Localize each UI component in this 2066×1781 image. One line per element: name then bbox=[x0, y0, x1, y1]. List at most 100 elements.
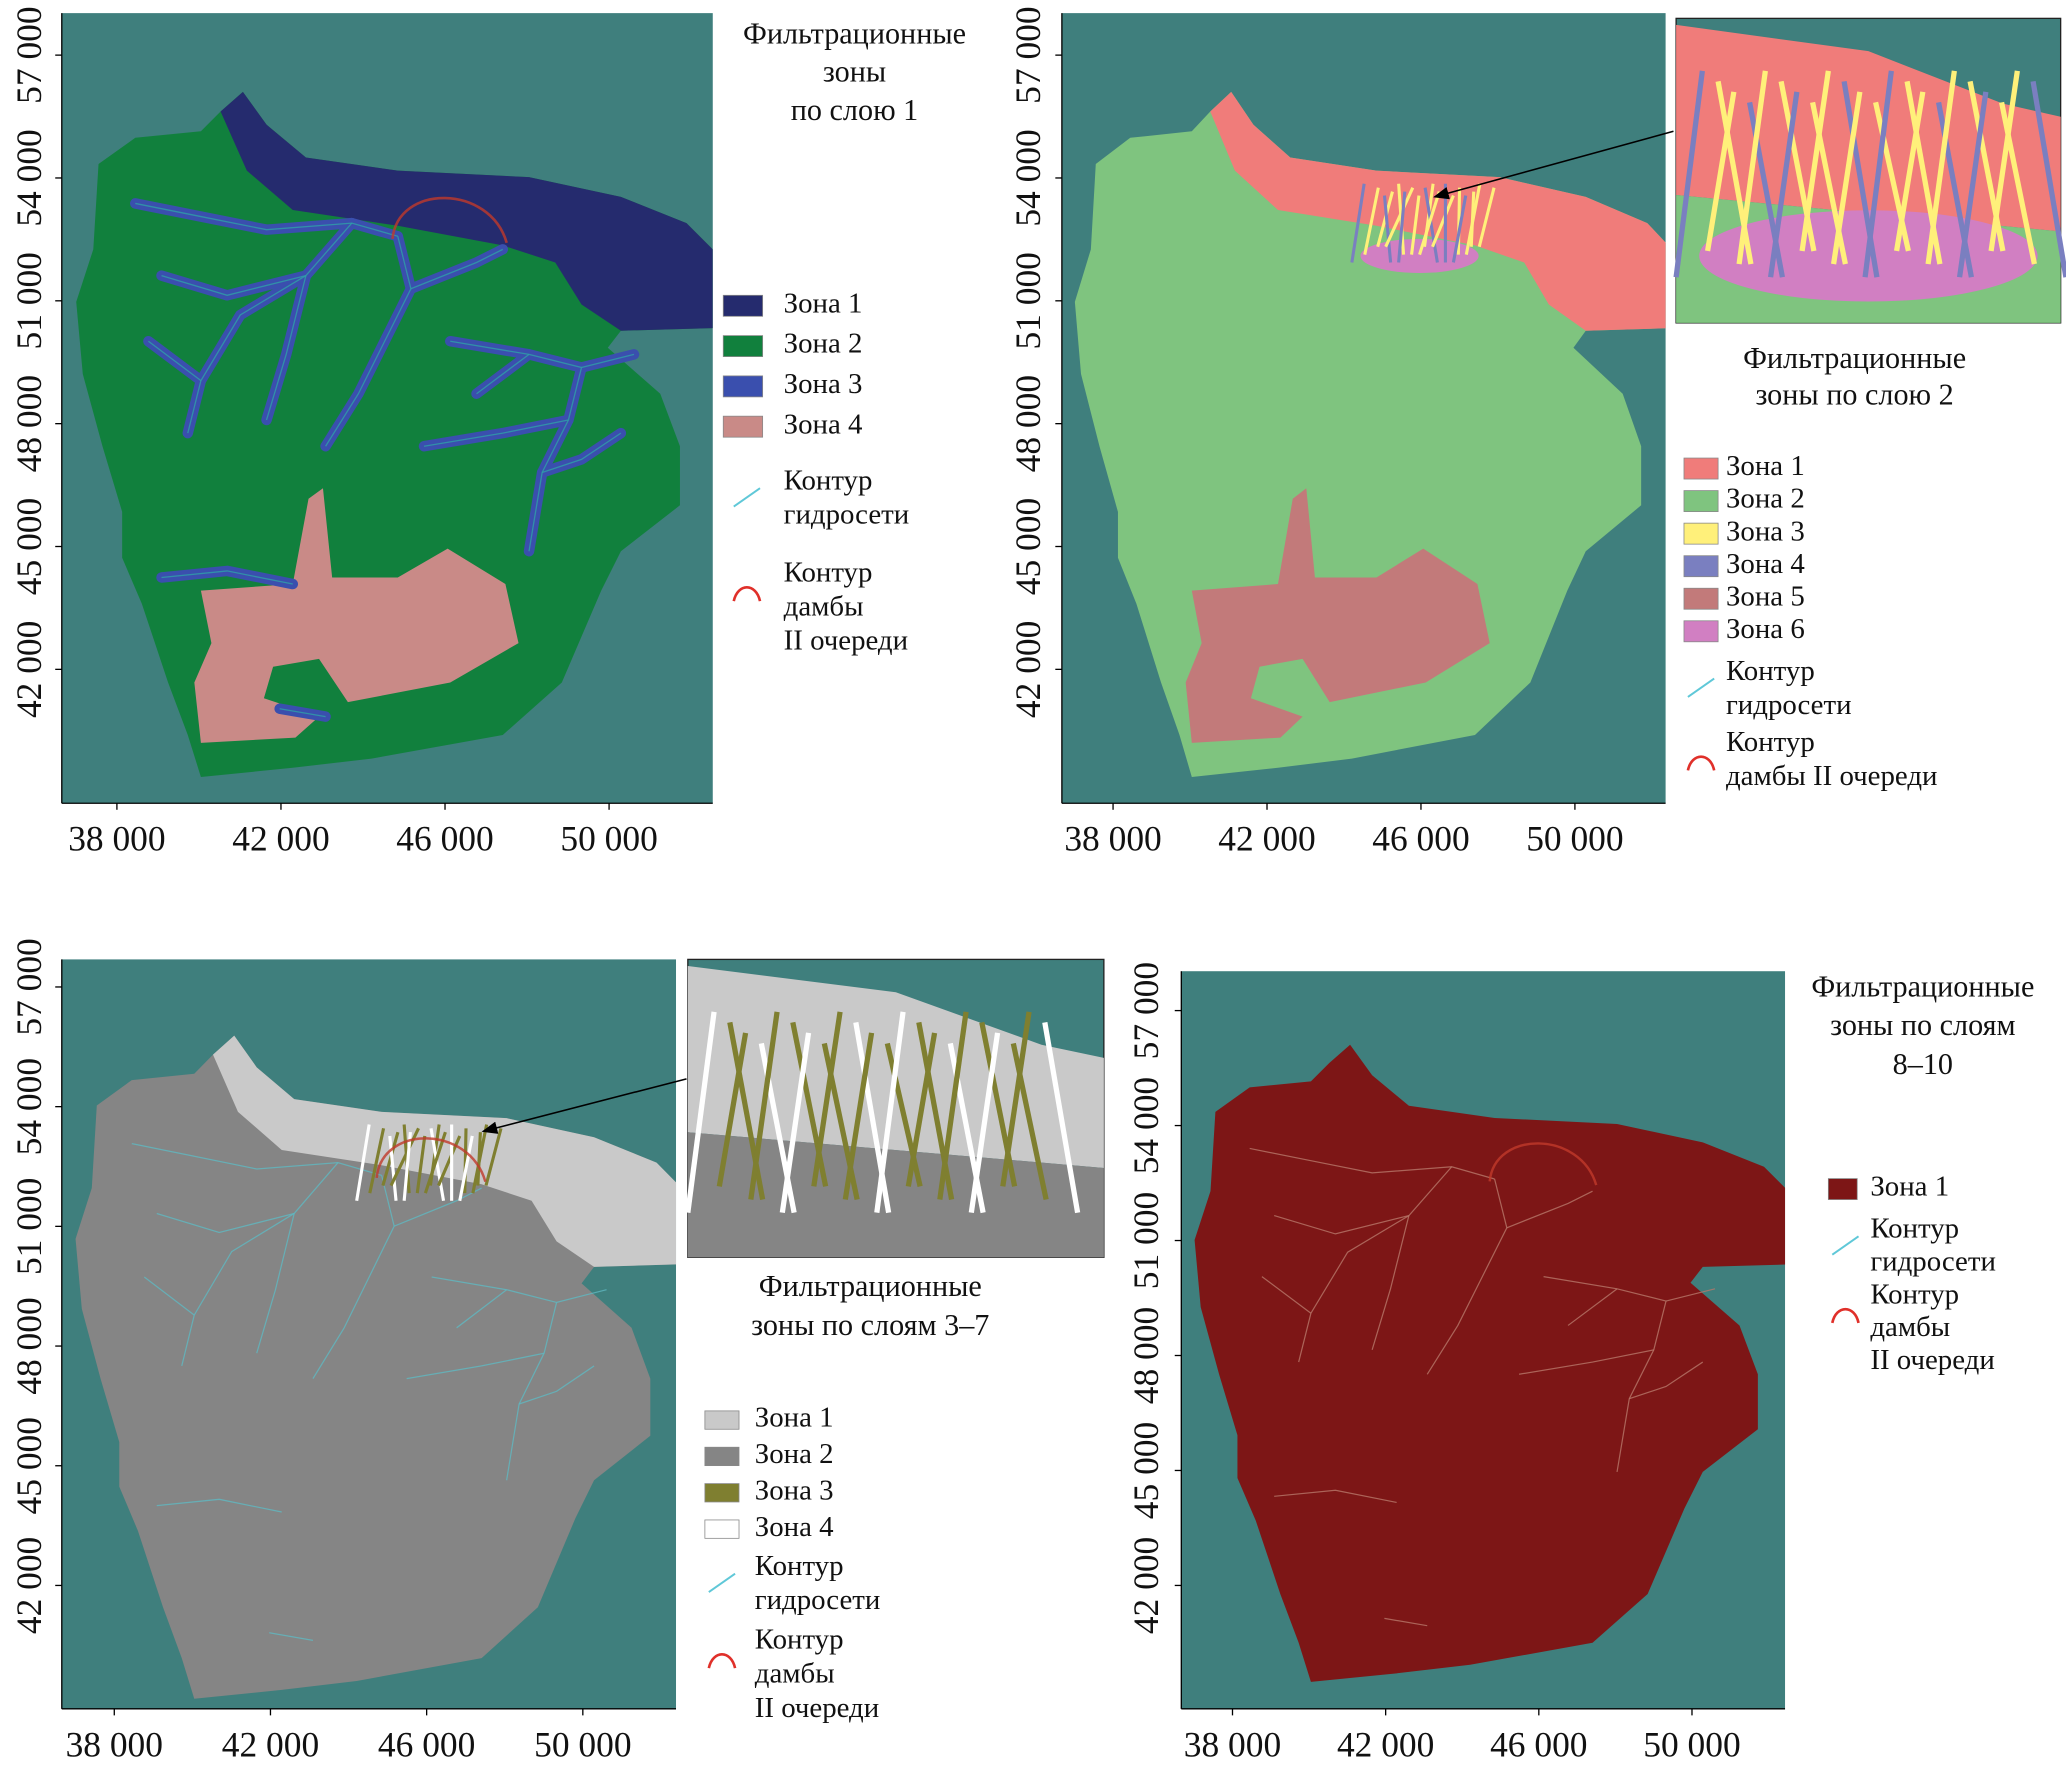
map-panel: 38 000 42 000 46 000 50 000 42 000 45 000 48 0… bbox=[1008, 6, 2066, 859]
x-tick-label: 46 000 bbox=[1490, 1724, 1587, 1764]
zone-streak bbox=[423, 1131, 447, 1194]
hydro-network bbox=[1274, 1215, 1410, 1235]
hydro-network bbox=[156, 1212, 295, 1234]
y-tick-label: 51 000 bbox=[1008, 252, 1048, 349]
north-zone bbox=[212, 1035, 677, 1267]
zone-streak bbox=[1410, 195, 1421, 255]
panel-title: Фильтрационные bbox=[1743, 341, 1966, 375]
hydro-network bbox=[1249, 1147, 1495, 1180]
inset-streak bbox=[2030, 80, 2066, 278]
hydro-network bbox=[131, 1142, 382, 1176]
hydro-network bbox=[1629, 1361, 1704, 1400]
legend-dam-icon bbox=[732, 586, 762, 602]
legend-hydro-icon bbox=[1831, 1235, 1860, 1256]
legend-label: гидросети bbox=[1870, 1246, 1996, 1278]
legend-swatch bbox=[704, 1519, 740, 1539]
y-tick-label: 54 000 bbox=[1008, 129, 1048, 226]
legend-dam-icon bbox=[1686, 755, 1716, 771]
zone-streak bbox=[1382, 195, 1393, 263]
legend-label: гидросети bbox=[1726, 689, 1852, 721]
map-panel: 38 000 42 000 46 000 50 000 42 000 45 000 48 0… bbox=[1126, 962, 2034, 1764]
panel-title: 8–10 bbox=[1893, 1047, 1953, 1081]
panel-title: зоны по слоям bbox=[1830, 1008, 2016, 1042]
y-tick-label: 42 000 bbox=[1126, 1537, 1166, 1634]
inset-streak bbox=[1705, 91, 1737, 252]
zone-streak bbox=[1477, 187, 1496, 248]
inset-streak bbox=[1831, 91, 1863, 265]
map-layer bbox=[1194, 1044, 1786, 1682]
map-panel: 38 000 42 000 46 000 50 000 42 000 45 000 48 0… bbox=[9, 6, 966, 858]
hydro-network bbox=[1506, 1190, 1593, 1229]
legend-label: Зона 2 bbox=[1726, 483, 1805, 515]
legend-label: Зона 4 bbox=[784, 408, 863, 440]
x-tick-label: 38 000 bbox=[1064, 819, 1161, 859]
hydro-network bbox=[312, 1175, 395, 1379]
inset-streak bbox=[1042, 1021, 1081, 1214]
hydro-network bbox=[456, 1289, 507, 1329]
territory bbox=[75, 1035, 677, 1699]
inset-streak bbox=[1988, 70, 2020, 252]
zone-streak bbox=[1363, 187, 1380, 255]
zone-streak bbox=[1376, 191, 1394, 248]
legend-swatch bbox=[704, 1483, 740, 1503]
legend-swatch bbox=[1683, 555, 1719, 578]
legend-label: дамбы bbox=[1870, 1311, 1950, 1343]
x-tick-label: 46 000 bbox=[1372, 819, 1469, 859]
y-tick-label: 42 000 bbox=[1008, 621, 1048, 718]
zone-streak bbox=[458, 1135, 474, 1202]
y-tick-label: 57 000 bbox=[9, 6, 49, 103]
zone-streak bbox=[1418, 191, 1441, 256]
y-tick-label: 51 000 bbox=[1126, 1192, 1166, 1289]
panel-title: зоны по слоям 3–7 bbox=[751, 1308, 989, 1342]
legend-dam-icon bbox=[1831, 1307, 1860, 1324]
legend-swatch bbox=[704, 1410, 740, 1430]
inset-streak bbox=[1673, 70, 1705, 278]
panel-title: Фильтрационные bbox=[759, 1269, 982, 1303]
legend-swatch bbox=[722, 375, 764, 398]
zone-streak bbox=[1350, 183, 1366, 263]
inset-streak bbox=[1000, 1011, 1032, 1187]
legend-label: Зона 1 bbox=[1726, 450, 1805, 482]
inset-streak bbox=[968, 1032, 1001, 1214]
map-panel: 38 000 42 000 46 000 50 000 42 000 45 000 48 0… bbox=[9, 938, 1105, 1764]
y-tick-label: 48 000 bbox=[1008, 375, 1048, 472]
zone-streak bbox=[1464, 183, 1482, 255]
zone-streak bbox=[1456, 187, 1462, 255]
hydro-network bbox=[1518, 1349, 1654, 1375]
map-content bbox=[1074, 91, 1666, 777]
south-zone bbox=[1185, 488, 1490, 743]
arrow bbox=[481, 1078, 687, 1134]
y-tick-label: 51 000 bbox=[9, 1178, 49, 1275]
hydro-network bbox=[518, 1365, 595, 1405]
y-tick-label: 42 000 bbox=[9, 621, 49, 718]
y-tick-label: 57 000 bbox=[1126, 962, 1166, 1059]
legend-label: Зона 3 bbox=[755, 1474, 834, 1506]
legend-label: Зона 2 bbox=[755, 1438, 834, 1470]
inset-streak bbox=[811, 1011, 843, 1187]
map-content bbox=[1194, 1044, 1786, 1682]
y-tick-label: 54 000 bbox=[9, 129, 49, 226]
legend-swatch bbox=[1827, 1178, 1858, 1200]
inset-streak bbox=[1925, 70, 1957, 265]
dam-contour bbox=[1488, 1142, 1598, 1186]
zone-streak bbox=[402, 1132, 412, 1201]
legend-label: Контур bbox=[1726, 726, 1815, 758]
x-tick-label: 38 000 bbox=[68, 819, 165, 859]
legend-label: Контур bbox=[1870, 1213, 1959, 1245]
inset-streak bbox=[1894, 91, 1926, 252]
hydro-network bbox=[541, 432, 622, 474]
inset-streak bbox=[1862, 70, 1894, 278]
y-tick-label: 54 000 bbox=[1126, 1077, 1166, 1174]
legend-swatch bbox=[1683, 587, 1719, 610]
hydro-network bbox=[325, 236, 412, 447]
hydro-network bbox=[265, 275, 307, 421]
zone-streak bbox=[415, 1135, 427, 1194]
legend-label: Зона 1 bbox=[1870, 1171, 1949, 1203]
hydro-network bbox=[1384, 1617, 1428, 1627]
inset-streak bbox=[1768, 91, 1800, 278]
map-layer bbox=[1074, 91, 1666, 777]
legend-swatch bbox=[704, 1446, 740, 1467]
hydro-network bbox=[1543, 1276, 1667, 1473]
zone-streak bbox=[484, 1127, 503, 1186]
